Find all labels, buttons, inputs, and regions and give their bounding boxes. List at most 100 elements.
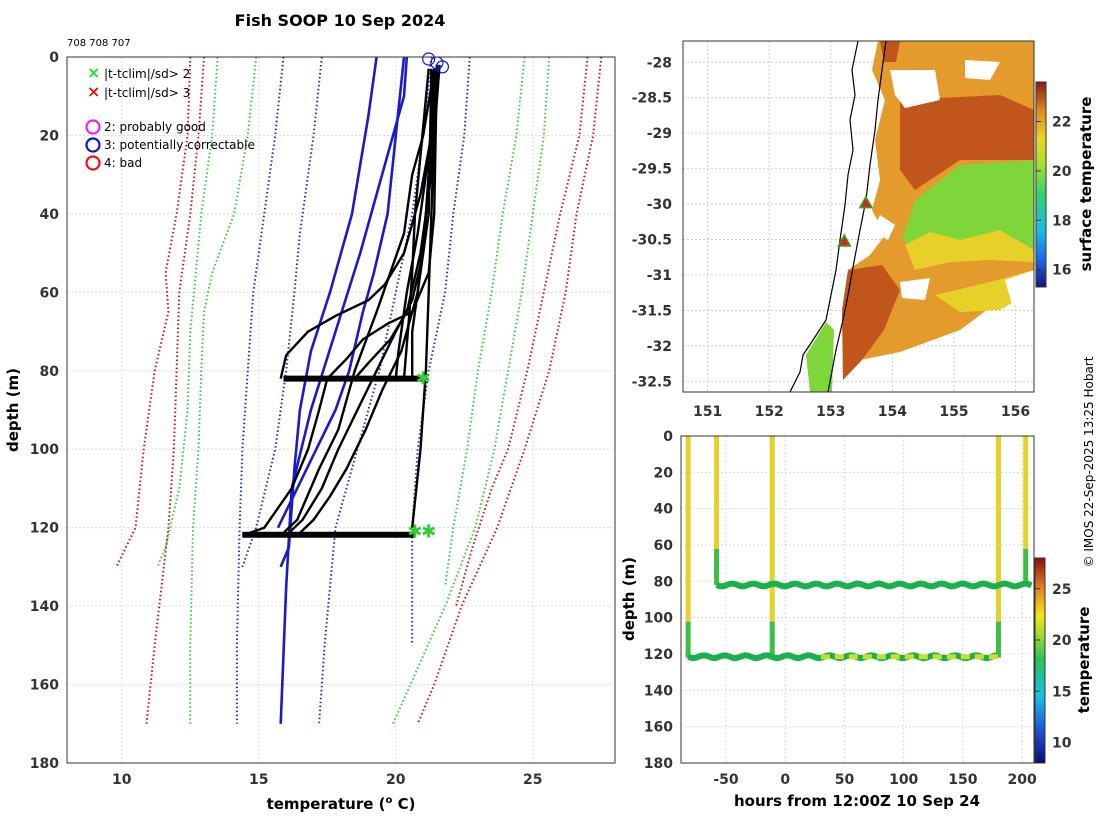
sst-colorbar-tick-label: 18 <box>1052 213 1071 229</box>
map-ytick-label: -28 <box>647 55 672 71</box>
map-ytick-label: -30.5 <box>632 233 672 249</box>
temp-colorbar-tick-label: 20 <box>1052 633 1072 649</box>
profile-ytick-label: 20 <box>40 128 60 144</box>
climatology-mean-b <box>279 56 409 724</box>
profile-ytick-label: 80 <box>40 364 60 380</box>
ts-ytick-label: 180 <box>644 756 673 772</box>
profile-axes-frame <box>66 56 616 764</box>
temperature-profile <box>279 68 436 537</box>
profile-xlabel-text: temperature ( <box>267 795 386 813</box>
temp-colorbar-ticks: 10 15 20 25 <box>1035 582 1072 752</box>
cloud-gaps <box>872 60 1034 305</box>
map-ytick-label: -29 <box>647 126 672 142</box>
legend-flag4-icon <box>85 155 101 171</box>
flag3-marker <box>422 52 436 66</box>
profile-xtick-label: 15 <box>249 772 268 788</box>
map-xtick-label: 155 <box>939 404 968 420</box>
ts-ytick-label: 40 <box>654 502 674 518</box>
sd2-flag-marker: ✱ <box>421 522 436 543</box>
temp-colorbar-tick-label: 25 <box>1052 582 1071 598</box>
profile-ytick-label: 40 <box>40 207 60 223</box>
ts-xtick-label: 100 <box>889 772 918 788</box>
legend-marker-sd2-symbol: × <box>87 63 100 82</box>
legend: × |t-tclim|/sd> 2 × |t-tclim|/sd> 3 2: p… <box>85 63 255 171</box>
profile-ytick-label: 100 <box>30 442 59 458</box>
temp-colorbar-label: temperature <box>1075 607 1093 714</box>
timeseries-xlabel: hours from 12:00Z 10 Sep 24 <box>734 792 980 810</box>
map-xtick-label: 152 <box>755 404 784 420</box>
profile-ytick-label: 0 <box>49 50 59 66</box>
legend-marker-sd2-label: |t-tclim|/sd> 2 <box>104 67 190 81</box>
climatology-sd2-lo2 <box>156 56 219 568</box>
climatology-sd1-lo2 <box>241 56 323 568</box>
climatology-sd1-hi2 <box>318 56 433 724</box>
profile-ytick-label: 120 <box>30 521 59 537</box>
sst-colorbar-tick-label: 22 <box>1052 115 1071 131</box>
sst-colorbar-label: surface temperature <box>1077 97 1095 272</box>
temperature-profile <box>279 64 439 379</box>
legend-flag2-icon <box>85 119 101 135</box>
profile-lines <box>241 64 441 538</box>
sst-green-band <box>902 160 1034 250</box>
temperature-profile <box>241 68 439 537</box>
sst-colorbar-ticks: 16 18 20 22 <box>1036 115 1072 279</box>
climatology-sd3-lo <box>115 56 192 568</box>
tow-track <box>715 580 1033 590</box>
profile-xtick-label: 25 <box>523 772 542 788</box>
map-stations <box>837 195 874 247</box>
ts-ytick-label: 140 <box>644 683 673 699</box>
map-xtick-label: 153 <box>816 404 845 420</box>
profile-climatology <box>115 56 603 725</box>
sst-colorbar <box>1035 81 1047 288</box>
sst-hot-region <box>842 41 1034 380</box>
flag3-marker <box>435 60 449 74</box>
temperature-profile <box>296 68 433 537</box>
map-ytick-label: -29.5 <box>632 162 672 178</box>
temp-colorbar-tick-label: 15 <box>1052 684 1071 700</box>
ts-ytick-label: 0 <box>663 429 673 445</box>
map-ytick-label: -32.5 <box>632 374 672 390</box>
id-numbers: 708 708 707 <box>67 38 131 49</box>
map-xtick-label: 151 <box>693 404 722 420</box>
climatology-sd2-hi <box>444 56 526 587</box>
map-ytick-label: -32 <box>647 339 672 355</box>
map-ticks: 151 152 153 154 155 156 -28 -28.5 -29 -29.5 -30 -30… <box>632 55 1031 420</box>
figure-title: Fish SOOP 10 Sep 2024 <box>235 11 446 30</box>
map-ytick-label: -31 <box>647 268 672 284</box>
timeseries-axes-frame <box>680 435 1035 764</box>
ts-ytick-label: 20 <box>654 465 674 481</box>
climatology-mean-c <box>276 56 406 529</box>
ts-ytick-label: 160 <box>644 720 673 736</box>
temp-colorbar <box>1034 557 1046 764</box>
temp-colorbar-tick-label: 10 <box>1052 736 1072 752</box>
profile-ytick-label: 60 <box>40 285 60 301</box>
ts-ytick-label: 80 <box>654 574 674 590</box>
profile-flags: ✱✱✱ <box>407 52 449 543</box>
sd2-flag-marker: ✱ <box>407 522 422 543</box>
legend-flag4-label: 4: bad <box>104 156 142 170</box>
station-marker <box>837 233 852 247</box>
sst-colorbar-tick-label: 20 <box>1052 164 1072 180</box>
climatology-sd2-hi2 <box>392 56 551 725</box>
profile-ytick-label: 180 <box>30 756 59 772</box>
legend-flag3-icon <box>85 137 101 153</box>
legend-marker-sd3-label: |t-tclim|/sd> 3 <box>104 86 190 100</box>
sst-yellow-band <box>905 230 1034 312</box>
climatology-sd1-hi <box>411 56 471 646</box>
coastline <box>789 41 859 392</box>
profile-xtick-label: 10 <box>112 772 132 788</box>
climatology-sd3-hi2 <box>455 56 589 607</box>
ts-xtick-label: 50 <box>835 772 855 788</box>
map-ytick-label: -28.5 <box>632 91 672 107</box>
map-xtick-label: 156 <box>1001 404 1030 420</box>
profile-ylabel: depth (m) <box>4 368 22 452</box>
sst-colorbar-tick-label: 16 <box>1052 263 1071 279</box>
profile-ticks: 10 15 20 25 0 20 40 60 80 100 120 140 160 180 <box>30 50 543 788</box>
legend-flag3-label: 3: potentially correctable <box>104 138 255 152</box>
timeseries-background <box>681 436 1034 763</box>
profile-xlabel-unit: C) <box>392 795 415 813</box>
timeseries-ylabel: depth (m) <box>620 557 638 641</box>
shelf-contour <box>827 41 887 392</box>
map-ytick-label: -31.5 <box>632 303 672 319</box>
